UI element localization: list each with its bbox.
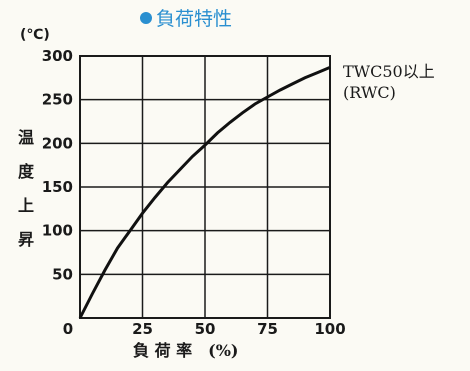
series-label-sub: (RWC): [343, 83, 396, 102]
y-tick-label: 250: [42, 91, 73, 109]
y-tick-label: 150: [42, 178, 73, 196]
chart-title: 負荷特性: [156, 8, 232, 30]
y-axis-label-char: 昇: [18, 230, 34, 249]
x-tick-label: 75: [257, 320, 278, 338]
y-axis-label-char: 上: [18, 196, 34, 215]
plot-frame: [79, 55, 331, 319]
y-tick-label: 50: [52, 265, 73, 283]
x-tick-labels: 0 25 50 75 100: [63, 320, 346, 338]
series-label: TWC50以上: [343, 62, 435, 81]
x-tick-label: 100: [314, 320, 345, 338]
y-tick-label: 100: [42, 222, 73, 240]
y-axis-unit: (℃): [20, 27, 50, 43]
x-tick-label: 25: [132, 320, 153, 338]
title-bullet-icon: [140, 12, 152, 24]
y-tick-label: 300: [42, 47, 73, 65]
x-tick-label: 50: [195, 320, 216, 338]
y-tick-label: 200: [42, 134, 73, 152]
series-line-twc50: [78, 66, 331, 319]
y-axis-label-char: 度: [18, 162, 35, 181]
y-axis-label-char: 温: [17, 128, 34, 147]
x-axis-label: 負 荷 率 (%): [133, 341, 239, 360]
grid: [79, 55, 331, 318]
y-tick-labels: 50 100 150 200 250 300: [42, 47, 73, 283]
x-tick-label: 0: [63, 320, 73, 338]
